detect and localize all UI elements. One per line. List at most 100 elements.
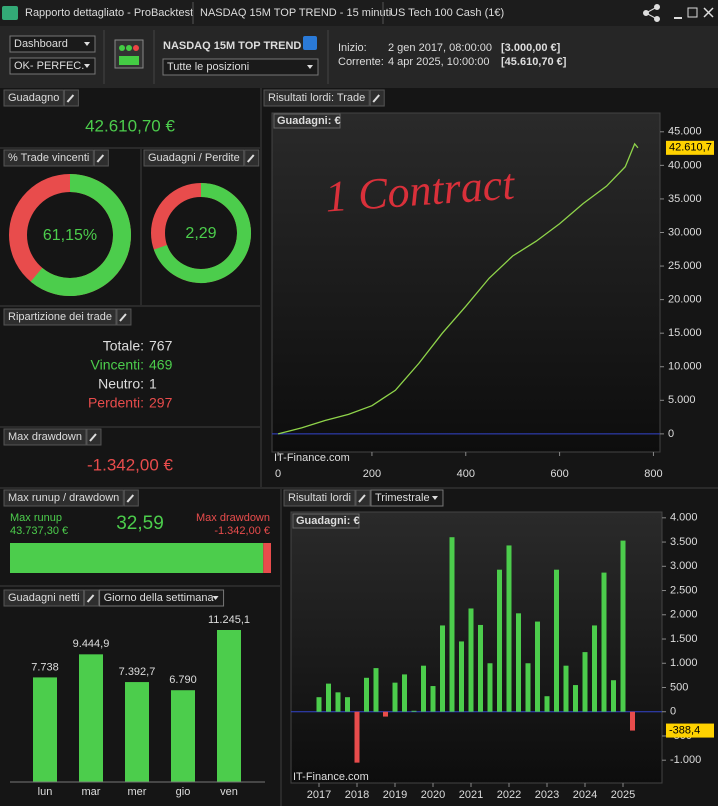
bar xyxy=(535,621,540,712)
panel-title: Max drawdown xyxy=(8,431,82,443)
runup-label: Max runup xyxy=(10,512,62,524)
bar xyxy=(525,663,531,712)
share-button[interactable] xyxy=(643,4,660,22)
row-value: 767 xyxy=(149,338,173,354)
maximize-button[interactable] xyxy=(687,7,698,18)
bar xyxy=(630,711,635,731)
dropdown[interactable] xyxy=(9,35,96,53)
x-tick-label: 2018 xyxy=(345,789,369,801)
y-tick-label: 3.000 xyxy=(670,560,698,572)
dropdown-value: Tutte le posizioni xyxy=(167,61,249,73)
app-icon xyxy=(2,6,18,20)
dropdown[interactable] xyxy=(99,589,225,607)
bar-value-label: 7.392,7 xyxy=(119,666,156,678)
y-tick-label: 15.000 xyxy=(668,327,702,339)
current-label: Corrente: xyxy=(338,56,384,68)
y-tick-label: 45.000 xyxy=(668,126,702,138)
x-tick-label: 2025 xyxy=(611,789,635,801)
panel-title: Guadagno xyxy=(8,92,59,104)
row-value: 1 xyxy=(149,376,157,392)
start-date: 2 gen 2017, 08:00:00 xyxy=(388,42,492,54)
tab[interactable]: Rapporto dettagliato - ProBacktest xyxy=(25,7,193,19)
x-tick-label: 2023 xyxy=(535,789,559,801)
panel-title: % Trade vincenti xyxy=(8,152,89,164)
panel-header xyxy=(3,149,94,167)
wrench-icon xyxy=(96,154,105,163)
wrench-icon xyxy=(86,594,95,603)
bar-value-label: 7.738 xyxy=(31,661,59,673)
x-tick-label: 400 xyxy=(457,468,475,480)
axis-label: Guadagni: € xyxy=(296,515,360,527)
close-button[interactable] xyxy=(703,7,714,18)
dropdown-value: Dashboard xyxy=(14,38,68,50)
x-tick-label: 2022 xyxy=(497,789,521,801)
panel-title: Max runup / drawdown xyxy=(8,492,119,504)
row-value: 469 xyxy=(149,357,173,373)
wrench-icon xyxy=(372,94,380,103)
bar xyxy=(430,686,436,712)
tab[interactable]: US Tech 100 Cash (1€) xyxy=(390,7,504,19)
bar xyxy=(478,624,483,712)
equity-line xyxy=(277,142,639,435)
watermark: IT-Finance.com xyxy=(293,771,369,783)
strategy-name: NASDAQ 15M TOP TREND xyxy=(163,40,301,52)
current-value-label: 42.610,7 xyxy=(669,142,712,154)
y-tick-label: 2.000 xyxy=(670,609,698,621)
edit-button[interactable] xyxy=(303,36,317,50)
current-value-label: -388,4 xyxy=(669,724,700,736)
dropdown-arrow xyxy=(84,64,90,68)
bar-value-label: 6.790 xyxy=(169,674,197,686)
current-value-tag xyxy=(666,723,714,738)
y-tick-label: 1.000 xyxy=(670,657,698,669)
bar xyxy=(335,692,341,712)
y-tick-label: 5.000 xyxy=(668,394,696,406)
bar xyxy=(516,613,521,712)
dropdown-arrow xyxy=(431,496,438,500)
panel-title: Risultati lordi xyxy=(288,492,351,504)
axis-label-box xyxy=(273,113,341,129)
bar xyxy=(611,680,616,712)
y-tick-label: 25.000 xyxy=(668,260,702,272)
bar xyxy=(79,654,103,782)
y-tick-label: 2.500 xyxy=(670,584,698,596)
report-icon[interactable] xyxy=(114,39,144,69)
tab[interactable]: NASDAQ 15M TOP TREND - 15 minuti xyxy=(200,7,391,19)
drawdown-bar xyxy=(263,543,271,573)
bar xyxy=(33,677,57,782)
drawdown-value: -1.342,00 € xyxy=(87,455,174,474)
row-label: Totale: xyxy=(103,338,144,354)
wrench-icon xyxy=(119,313,127,322)
panel-title: Risultati lordi: Trade xyxy=(268,92,365,104)
y-tick-label: 20.000 xyxy=(668,294,702,306)
y-tick-label: 500 xyxy=(670,681,688,693)
bar xyxy=(554,569,559,712)
wrench-icon xyxy=(246,154,255,163)
y-tick-label: 10.000 xyxy=(668,361,702,373)
row-label: Vincenti: xyxy=(91,357,144,373)
y-tick-label: 0 xyxy=(670,706,676,718)
bar xyxy=(601,572,607,712)
wrench-icon xyxy=(358,494,366,503)
plot-area xyxy=(271,112,661,453)
x-tick-label: 0 xyxy=(275,468,281,480)
bar xyxy=(468,608,474,712)
y-tick-label: 4.000 xyxy=(670,512,698,524)
dropdown-value: Trimestrale xyxy=(375,492,430,504)
bar xyxy=(383,711,388,717)
bar xyxy=(217,630,241,782)
start-label: Inizio: xyxy=(338,42,367,54)
x-tick-label: 800 xyxy=(644,468,662,480)
dropdown[interactable] xyxy=(9,57,96,75)
panel-title: Ripartizione dei trade xyxy=(8,311,112,323)
x-tick-label: 600 xyxy=(550,468,568,480)
bar xyxy=(459,641,464,712)
panel xyxy=(0,307,260,426)
x-tick-label: 2020 xyxy=(421,789,445,801)
ratio-value: 32,59 xyxy=(116,513,164,534)
dropdown[interactable] xyxy=(162,58,319,76)
bar xyxy=(506,545,512,712)
axis-label: Guadagni: € xyxy=(277,115,341,127)
bar xyxy=(345,697,350,712)
dropdown[interactable] xyxy=(370,489,444,507)
bar xyxy=(563,665,569,712)
